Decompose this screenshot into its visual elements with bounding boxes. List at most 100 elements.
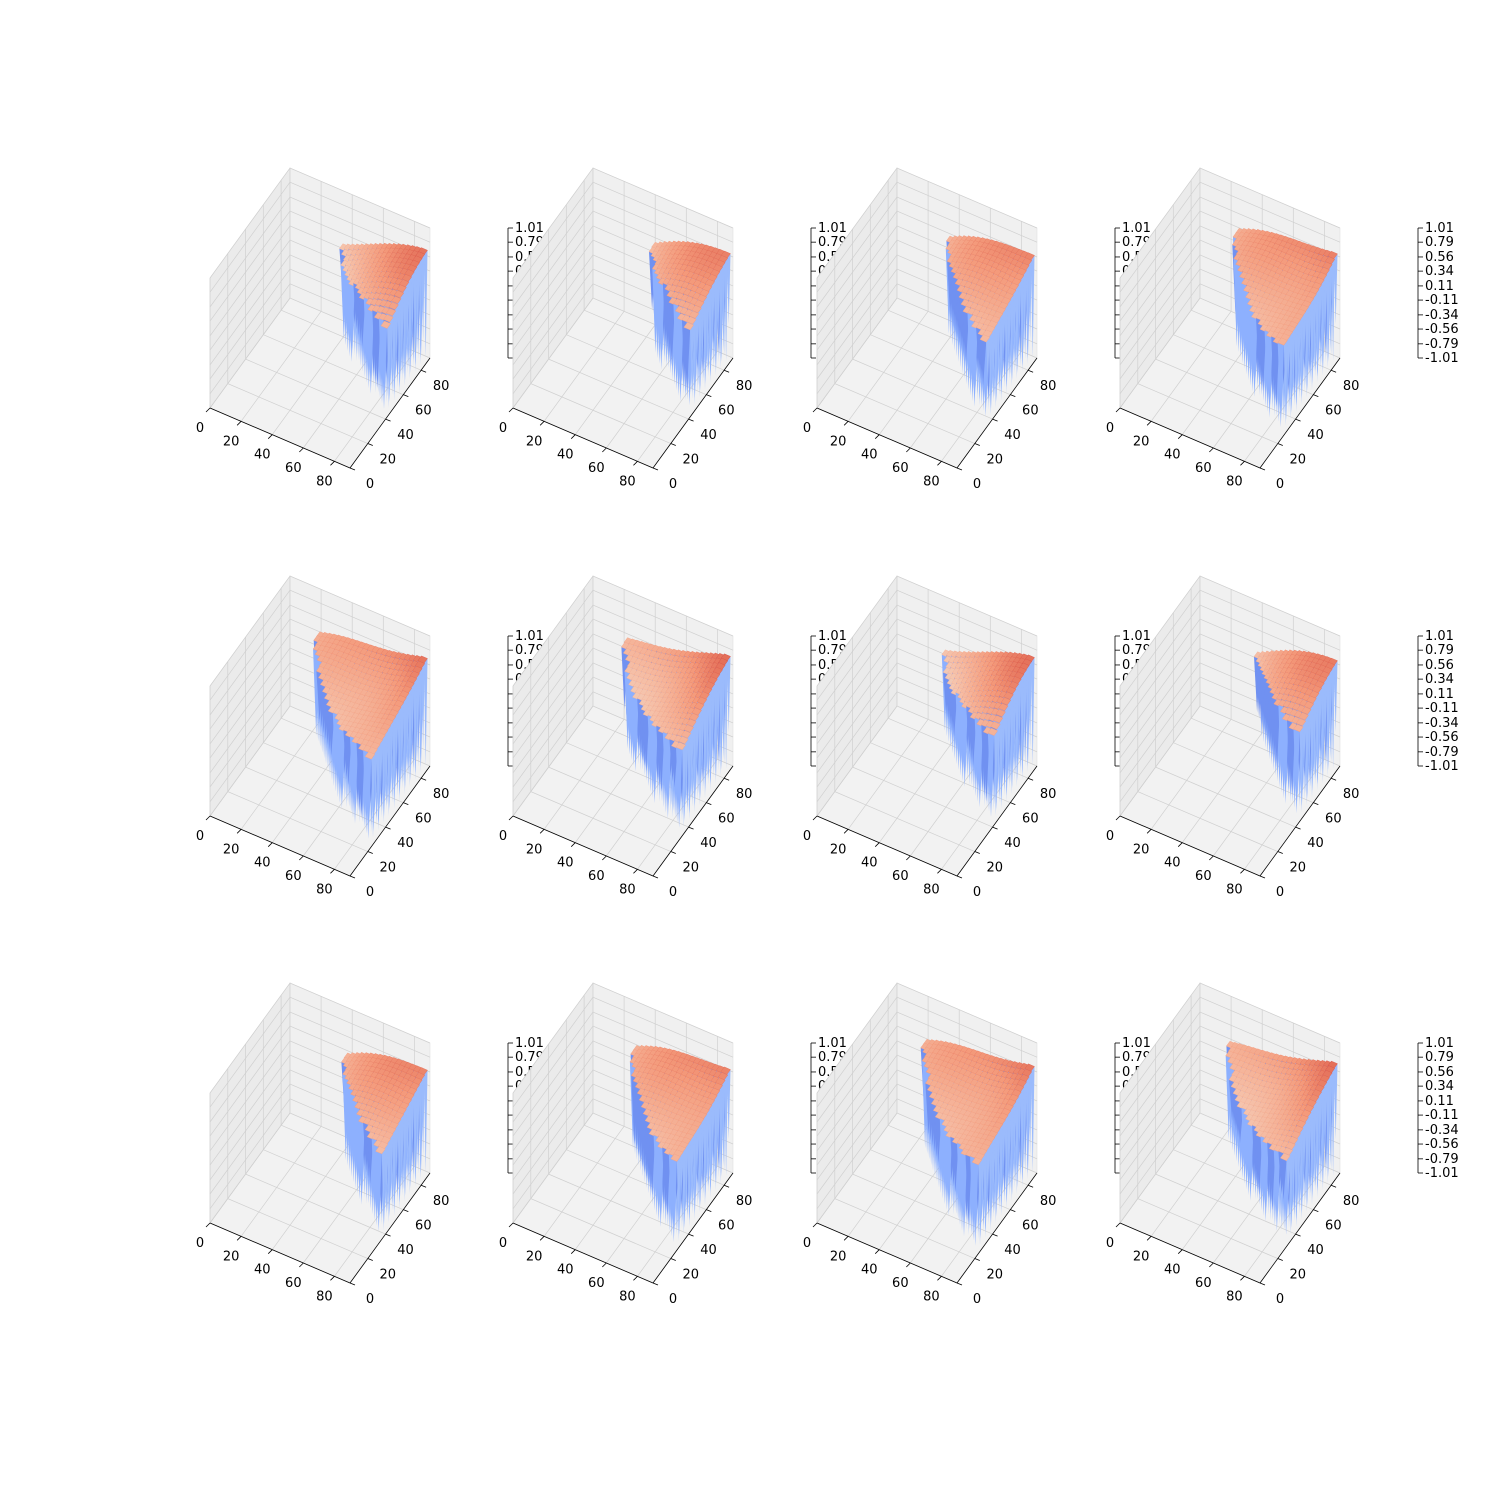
x-tick-label: 80 xyxy=(619,474,636,489)
panel-2: 2020406080020406080-1.01-0.79-0.56-0.34-… xyxy=(499,167,852,492)
surface xyxy=(1225,1040,1338,1235)
x-axis-line xyxy=(816,1222,958,1284)
z-tick-label: 0.79 xyxy=(1425,643,1454,658)
y-tick-label: 80 xyxy=(1343,787,1360,802)
y-tick-label: 0 xyxy=(973,1292,981,1307)
y-tick-label: 60 xyxy=(718,1219,735,1234)
z-tick-label: 1.01 xyxy=(818,629,847,644)
panel-6: 6020406080020406080-1.01-0.79-0.56-0.34-… xyxy=(1106,167,1459,492)
surface xyxy=(941,649,1035,817)
y-tick-label: 80 xyxy=(736,787,753,802)
y-tick-label: 60 xyxy=(1325,812,1342,827)
x-tick-label: 60 xyxy=(285,869,302,884)
x-tick-label: 40 xyxy=(557,1263,574,1278)
z-tick-label: 0.34 xyxy=(1425,672,1454,687)
x-axis-line xyxy=(209,1222,351,1284)
y-tick-label: 0 xyxy=(669,885,677,900)
y-tick-label: 20 xyxy=(1290,1268,1307,1283)
z-tick-label: -0.11 xyxy=(1425,701,1459,716)
axes xyxy=(816,228,1116,469)
surface xyxy=(341,1052,428,1232)
x-tick-label: 60 xyxy=(588,1276,605,1291)
y-tick-label: 80 xyxy=(1040,787,1057,802)
z-tick-label: -1.01 xyxy=(1425,1166,1459,1181)
panel-12: 12020406080020406080-1.01-0.79-0.56-0.34… xyxy=(803,575,1156,900)
x-tick-label: 0 xyxy=(196,1236,204,1251)
y-tick-label: 80 xyxy=(433,787,450,802)
x-tick-label: 0 xyxy=(499,829,507,844)
x-tick-label: 40 xyxy=(254,856,271,871)
x-tick-label: 60 xyxy=(1195,461,1212,476)
y-tick-label: 80 xyxy=(433,1194,450,1209)
y-tick-label: 60 xyxy=(415,404,432,419)
x-tick-label: 60 xyxy=(1195,1276,1212,1291)
surface xyxy=(312,631,428,839)
z-tick-label: -0.79 xyxy=(1425,337,1459,352)
panel-16: 16020406080020406080-1.01-0.79-0.56-0.34… xyxy=(196,982,549,1307)
z-tick-label: 1.01 xyxy=(1425,1036,1454,1051)
x-tick-label: 20 xyxy=(830,842,847,857)
x-tick-label: 60 xyxy=(588,461,605,476)
x-axis-line xyxy=(209,815,351,877)
z-tick-label: 0.11 xyxy=(1425,687,1454,702)
z-tick-label: 1.01 xyxy=(1122,221,1151,236)
x-tick-label: 20 xyxy=(526,1249,543,1264)
y-axis-line xyxy=(1259,1172,1341,1284)
z-tick-label: 1.01 xyxy=(818,1036,847,1051)
y-tick-label: 40 xyxy=(397,1243,414,1258)
y-axis-line xyxy=(956,1172,1038,1284)
surface xyxy=(945,235,1035,417)
x-axis-line xyxy=(512,407,654,469)
panel-22: 22020406080020406080-1.01-0.79-0.56-0.34… xyxy=(1106,982,1459,1307)
x-tick-label: 0 xyxy=(499,421,507,436)
y-tick-label: 80 xyxy=(1343,1194,1360,1209)
x-tick-label: 60 xyxy=(285,1276,302,1291)
y-tick-label: 80 xyxy=(1040,379,1057,394)
x-axis-line xyxy=(512,1222,654,1284)
z-tick-label: -0.79 xyxy=(1425,745,1459,760)
x-axis-line xyxy=(1119,407,1261,469)
y-tick-label: 60 xyxy=(1022,812,1039,827)
x-tick-label: 80 xyxy=(316,474,333,489)
x-tick-label: 0 xyxy=(196,829,204,844)
panel-14: 14020406080020406080-1.01-0.79-0.56-0.34… xyxy=(1106,575,1459,900)
axes xyxy=(512,636,812,877)
x-tick-label: 80 xyxy=(1226,474,1243,489)
z-tick-label: 1.01 xyxy=(1122,1036,1151,1051)
y-tick-label: 80 xyxy=(433,379,450,394)
y-tick-label: 80 xyxy=(736,379,753,394)
x-tick-label: 80 xyxy=(923,1289,940,1304)
x-tick-label: 20 xyxy=(223,1249,240,1264)
y-tick-label: 0 xyxy=(669,1292,677,1307)
y-tick-label: 20 xyxy=(683,1268,700,1283)
x-tick-label: 40 xyxy=(861,448,878,463)
y-tick-label: 0 xyxy=(366,1292,374,1307)
surface xyxy=(648,240,731,406)
z-tick-label: 1.01 xyxy=(515,629,544,644)
x-tick-label: 20 xyxy=(830,1249,847,1264)
x-tick-label: 0 xyxy=(803,421,811,436)
z-tick-label: 0.56 xyxy=(1425,1065,1454,1080)
z-tick-label: 1.01 xyxy=(1122,629,1151,644)
x-tick-label: 20 xyxy=(526,434,543,449)
x-tick-label: 40 xyxy=(254,1263,271,1278)
y-axis-line xyxy=(652,765,734,877)
x-tick-label: 40 xyxy=(1164,856,1181,871)
z-tick-label: -0.34 xyxy=(1425,1123,1459,1138)
x-tick-label: 0 xyxy=(1106,1236,1114,1251)
y-tick-label: 0 xyxy=(1276,477,1284,492)
y-tick-label: 60 xyxy=(1022,404,1039,419)
z-tick-label: -0.79 xyxy=(1425,1152,1459,1167)
x-tick-label: 60 xyxy=(892,1276,909,1291)
y-axis-line xyxy=(1259,765,1341,877)
z-tick-label: 0.34 xyxy=(1425,1079,1454,1094)
z-tick-label: 1.01 xyxy=(515,221,544,236)
y-tick-label: 60 xyxy=(1325,1219,1342,1234)
y-tick-label: 60 xyxy=(1325,404,1342,419)
x-tick-label: 20 xyxy=(526,842,543,857)
x-tick-label: 80 xyxy=(619,882,636,897)
x-axis-line xyxy=(816,815,958,877)
x-tick-label: 0 xyxy=(1106,829,1114,844)
x-tick-label: 60 xyxy=(892,869,909,884)
